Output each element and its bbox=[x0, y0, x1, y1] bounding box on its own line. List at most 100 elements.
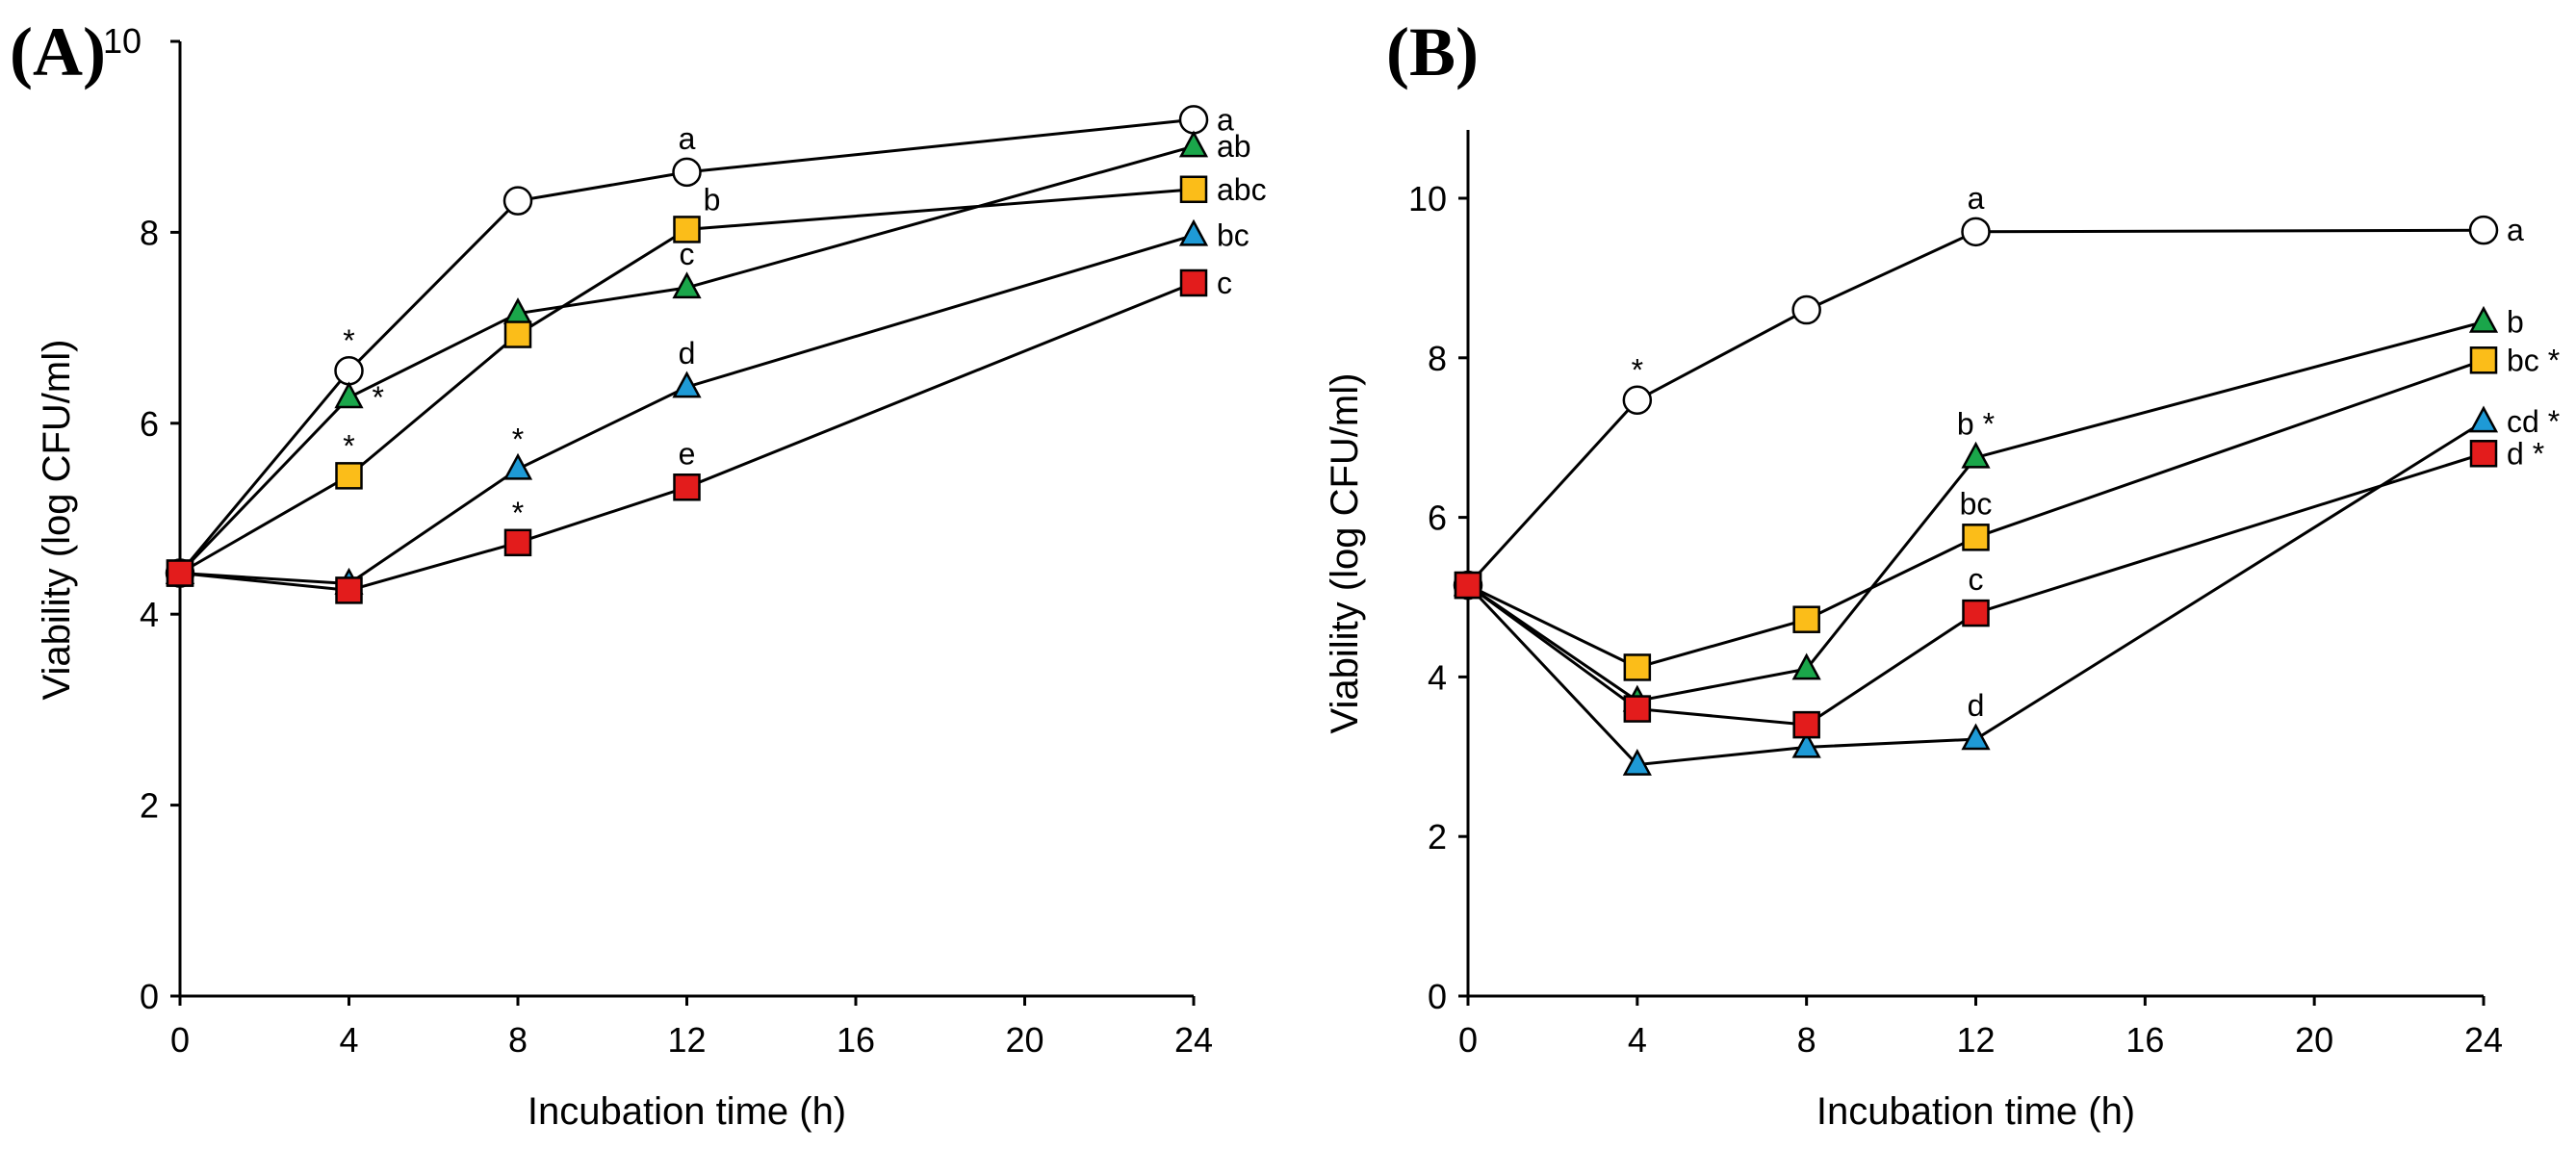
y-tick-label: 10 bbox=[1408, 179, 1447, 218]
data-point-control bbox=[1961, 217, 1991, 247]
data-point-control bbox=[1791, 294, 1821, 325]
data-point-control bbox=[334, 355, 364, 386]
x-axis-title: Incubation time (h) bbox=[1816, 1090, 2135, 1133]
data-point-red-square bbox=[673, 473, 701, 501]
data-point-red-square bbox=[335, 576, 363, 604]
data-label: bc * bbox=[2507, 343, 2560, 377]
y-tick-label: 2 bbox=[140, 786, 159, 826]
x-axis-title: Incubation time (h) bbox=[528, 1090, 846, 1133]
y-tick-label: 8 bbox=[1428, 339, 1447, 378]
x-tick-label: 16 bbox=[2125, 1020, 2164, 1060]
data-point-control bbox=[1178, 105, 1209, 135]
x-tick-label: 24 bbox=[1174, 1020, 1213, 1060]
data-point-yellow-square bbox=[335, 462, 363, 490]
x-tick-label: 12 bbox=[1956, 1020, 1995, 1060]
data-label: b bbox=[2507, 304, 2524, 339]
data-label: a bbox=[2507, 213, 2524, 247]
data-point-red-square bbox=[1179, 269, 1208, 297]
x-tick-label: 20 bbox=[1005, 1020, 1043, 1060]
x-tick-label: 0 bbox=[1458, 1020, 1478, 1060]
y-tick-label: 6 bbox=[140, 404, 159, 444]
data-point-yellow-square bbox=[1962, 524, 1990, 551]
data-point-control bbox=[2468, 215, 2499, 245]
data-point-blue-triangle bbox=[1622, 748, 1652, 776]
data-point-blue-triangle bbox=[2468, 405, 2499, 433]
data-label: * bbox=[373, 380, 384, 415]
y-tick-label: 8 bbox=[140, 213, 159, 252]
data-point-control bbox=[502, 186, 533, 216]
y-tick-label: 0 bbox=[1428, 977, 1447, 1016]
data-point-yellow-square bbox=[2469, 346, 2498, 374]
y-tick-label: 6 bbox=[1428, 499, 1447, 538]
y-tick-label: 10 bbox=[103, 21, 142, 61]
data-point-yellow-square bbox=[503, 320, 532, 348]
x-tick-label: 24 bbox=[2464, 1020, 2503, 1060]
data-label: cd * bbox=[2507, 404, 2560, 439]
data-point-green-triangle bbox=[1178, 130, 1209, 158]
data-label: a bbox=[1217, 102, 1234, 137]
data-point-green-triangle bbox=[1961, 441, 1991, 469]
data-point-yellow-square bbox=[1179, 175, 1208, 204]
data-point-red-square bbox=[166, 559, 194, 587]
y-tick-label: 0 bbox=[140, 977, 159, 1016]
x-tick-label: 12 bbox=[667, 1020, 706, 1060]
y-axis-title: Viability (log CFU/ml) bbox=[1324, 373, 1366, 734]
data-point-green-triangle bbox=[672, 271, 702, 299]
data-label: d * bbox=[2507, 436, 2544, 471]
y-tick-label: 4 bbox=[1428, 657, 1447, 697]
data-label: c bbox=[1217, 266, 1232, 300]
data-point-red-square bbox=[503, 528, 532, 557]
data-point-control bbox=[1622, 385, 1653, 415]
data-point-blue-triangle bbox=[502, 452, 533, 480]
data-point-yellow-square bbox=[1623, 653, 1652, 681]
data-point-green-triangle bbox=[2468, 305, 2499, 333]
x-tick-label: 16 bbox=[837, 1020, 875, 1060]
data-label: abc bbox=[1217, 172, 1267, 207]
y-tick-label: 4 bbox=[140, 595, 159, 634]
data-point-red-square bbox=[1623, 695, 1652, 723]
x-tick-label: 20 bbox=[2295, 1020, 2333, 1060]
data-label: b * bbox=[1957, 406, 1995, 441]
x-tick-label: 4 bbox=[339, 1020, 358, 1060]
data-point-green-triangle bbox=[334, 381, 364, 409]
data-label: e bbox=[679, 436, 696, 471]
data-label: * bbox=[512, 422, 524, 456]
x-tick-label: 8 bbox=[1797, 1020, 1816, 1060]
data-label: * bbox=[512, 496, 524, 530]
x-tick-label: 4 bbox=[1628, 1020, 1647, 1060]
data-label: * bbox=[343, 323, 354, 358]
data-label: d bbox=[1968, 688, 1985, 723]
data-label: c bbox=[680, 237, 695, 271]
data-point-red-square bbox=[2469, 440, 2498, 468]
data-point-green-triangle bbox=[1791, 652, 1821, 680]
data-label: ab bbox=[1217, 129, 1251, 164]
data-label: c bbox=[1969, 562, 1984, 597]
data-point-yellow-square bbox=[1792, 605, 1820, 633]
data-point-red-square bbox=[1962, 599, 1990, 627]
data-point-blue-triangle bbox=[672, 371, 702, 398]
data-point-blue-triangle bbox=[1791, 730, 1821, 758]
data-label: bc bbox=[1217, 217, 1249, 252]
data-point-control bbox=[672, 157, 702, 188]
data-label: b bbox=[704, 182, 721, 217]
y-tick-label: 2 bbox=[1428, 817, 1447, 857]
data-label: * bbox=[343, 428, 354, 463]
y-axis-title: Viability (log CFU/ml) bbox=[36, 340, 78, 701]
data-point-blue-triangle bbox=[1961, 723, 1991, 751]
data-label: a bbox=[1968, 181, 1985, 216]
data-point-blue-triangle bbox=[1178, 218, 1209, 246]
panel-label: (B) bbox=[1386, 13, 1479, 90]
data-label: * bbox=[1632, 353, 1643, 388]
panel-label: (A) bbox=[10, 13, 106, 90]
data-label: bc bbox=[1960, 486, 1993, 521]
data-point-yellow-square bbox=[673, 216, 701, 243]
x-tick-label: 0 bbox=[170, 1020, 190, 1060]
data-point-red-square bbox=[1454, 571, 1482, 600]
data-point-red-square bbox=[1792, 710, 1820, 739]
x-tick-label: 8 bbox=[508, 1020, 528, 1060]
data-label: a bbox=[679, 121, 696, 156]
data-label: d bbox=[679, 336, 696, 371]
